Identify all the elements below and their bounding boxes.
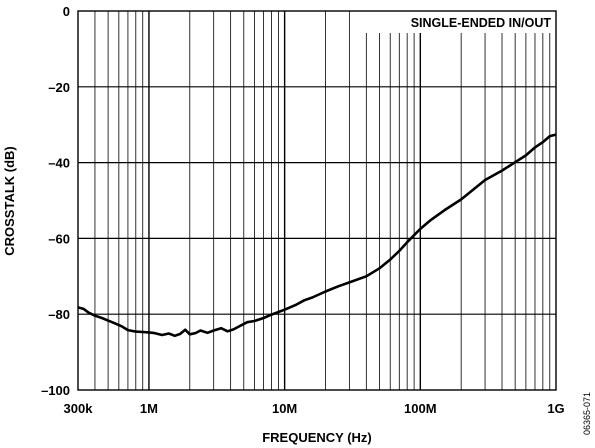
x-axis-title: FREQUENCY (Hz) <box>262 430 372 445</box>
major-gridlines <box>78 11 556 390</box>
series-line <box>77 133 557 338</box>
series-layer <box>77 133 557 338</box>
plot-frame <box>77 10 557 391</box>
y-tick-label: 0 <box>63 4 70 19</box>
x-tick-label: 1M <box>140 401 158 416</box>
minor-gridlines <box>94 11 551 390</box>
x-tick-labels: 300k 1M 10M 100M 1G <box>64 401 565 416</box>
y-tick-labels: 0 –20 –40 –60 –80 –100 <box>41 4 70 398</box>
legend-background <box>361 9 554 33</box>
legend-label: SINGLE-ENDED IN/OUT <box>411 16 552 30</box>
x-tick-label: 1G <box>547 401 564 416</box>
y-tick-label: –100 <box>41 383 70 398</box>
y-axis-title: CROSSTALK (dB) <box>2 146 17 256</box>
y-tick-label: –60 <box>48 231 70 246</box>
y-tick-label: –80 <box>48 307 70 322</box>
x-tick-label: 300k <box>64 401 94 416</box>
y-tick-label: –20 <box>48 80 70 95</box>
x-tick-label: 10M <box>272 401 297 416</box>
y-tick-label: –40 <box>48 156 70 171</box>
x-tick-label: 100M <box>404 401 437 416</box>
figure-id: 06365-071 <box>582 392 592 435</box>
